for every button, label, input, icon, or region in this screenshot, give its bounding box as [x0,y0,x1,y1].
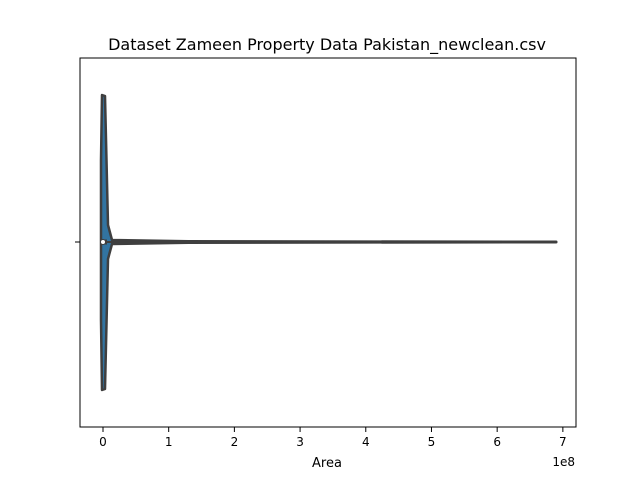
violin [99,93,558,392]
x-tick-label: 3 [296,435,304,449]
x-tick-label: 5 [428,435,436,449]
x-axis-label: Area [312,456,342,471]
median-marker [99,239,106,245]
chart-title: Dataset Zameen Property Data Pakistan_ne… [108,35,546,55]
x-axis-ticks: 0 1 2 3 4 5 6 7 [99,427,567,449]
x-tick-label: 7 [559,435,567,449]
x-tick-label: 4 [362,435,370,449]
x-tick-label: 6 [493,435,501,449]
x-tick-label: 0 [99,435,107,449]
x-tick-label: 1 [165,435,173,449]
x-offset-text: 1e8 [552,455,575,469]
x-tick-label: 2 [231,435,239,449]
